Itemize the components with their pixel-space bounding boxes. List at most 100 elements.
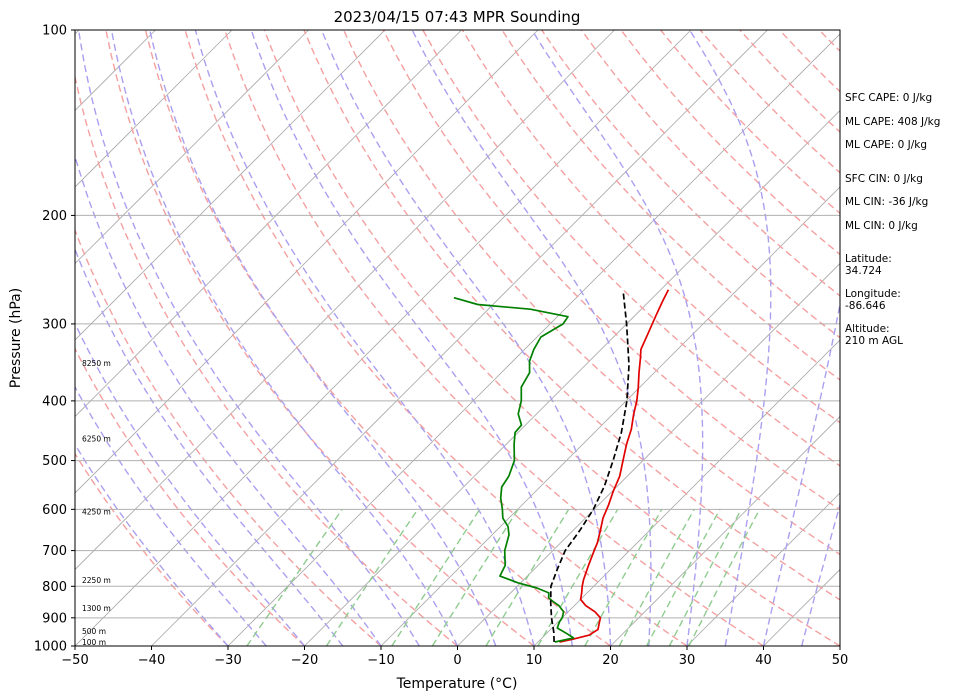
mixing-ratio-line xyxy=(246,508,343,646)
y-tick-label: 300 xyxy=(42,317,67,332)
y-tick-label: 100 xyxy=(42,24,67,39)
y-tick-label: 700 xyxy=(42,544,67,559)
y-tick-label: 200 xyxy=(42,209,67,224)
dry-adiabat-line xyxy=(263,30,840,646)
x-tick-label: −20 xyxy=(291,653,318,668)
temperature-line xyxy=(559,289,670,643)
dry-adiabat-line xyxy=(303,30,840,601)
moist-adiabat-line xyxy=(75,153,382,646)
moist-adiabat-line xyxy=(75,443,229,646)
moist-adiabat-line xyxy=(149,30,497,646)
isotherm-line xyxy=(380,186,840,646)
dry-adiabat-line xyxy=(224,30,764,646)
x-tick-label: 10 xyxy=(526,653,543,668)
isotherm-line xyxy=(686,492,840,646)
height-label: 6250 m xyxy=(82,434,111,443)
x-tick-label: −50 xyxy=(61,653,88,668)
ml-cin-text: ML CIN: -36 J/kg xyxy=(845,196,929,208)
chart-title: 2023/04/15 07:43 MPR Sounding xyxy=(334,8,581,26)
isotherm-line xyxy=(610,415,840,646)
isotherm-line xyxy=(75,30,462,418)
moist-adiabat-line xyxy=(801,502,840,646)
height-label: 8250 m xyxy=(82,359,111,368)
dry-adiabat-line xyxy=(75,228,382,646)
moist-adiabat-line xyxy=(75,321,306,646)
height-label: 2250 m xyxy=(82,576,111,585)
height-label: 4250 m xyxy=(82,508,111,517)
altitude-label: Altitude: xyxy=(845,323,890,335)
y-tick-label: 400 xyxy=(42,394,67,409)
sfc-cape-text: SFC CAPE: 0 J/kg xyxy=(845,92,933,104)
moist-adiabat-line xyxy=(762,300,840,646)
moist-adiabat-line xyxy=(75,385,267,646)
ml-cape-text-2: ML CAPE: 0 J/kg xyxy=(845,139,928,151)
x-tick-label: 20 xyxy=(602,653,619,668)
moist-adiabat-line xyxy=(75,247,344,646)
x-tick-label: 50 xyxy=(832,653,849,668)
dry-adiabat-line xyxy=(75,73,458,646)
moist-adiabat-line xyxy=(689,30,772,646)
latitude-label: Latitude: xyxy=(845,253,892,265)
y-tick-label: 500 xyxy=(42,454,67,469)
x-tick-label: 40 xyxy=(755,653,772,668)
isotherm-line xyxy=(75,30,233,188)
sounding-stats-panel: SFC CAPE: 0 J/kg ML CAPE: 408 J/kg ML CA… xyxy=(845,92,953,358)
isotherm-line xyxy=(0,30,3,646)
x-axis-label: Temperature (°C) xyxy=(396,676,518,692)
sfc-cin-text: SFC CIN: 0 J/kg xyxy=(845,172,923,185)
dry-adiabat-line xyxy=(342,30,840,556)
isotherm-line xyxy=(457,262,840,646)
isotherm-line xyxy=(75,30,539,494)
dry-adiabat-line xyxy=(75,452,229,646)
dry-adiabat-line xyxy=(422,30,840,467)
moist-adiabat-line xyxy=(411,30,652,646)
mixing-ratio-line xyxy=(391,508,481,646)
isotherm-line xyxy=(151,30,768,646)
dry-adiabat-line xyxy=(184,30,688,646)
isotherm-line xyxy=(75,30,386,341)
dry-adiabat-line xyxy=(105,30,535,646)
latitude-value: 34.724 xyxy=(845,265,882,277)
isotherm-line xyxy=(227,33,840,646)
dry-adiabat-line xyxy=(75,347,305,646)
x-tick-label: −30 xyxy=(214,653,241,668)
ml-cape-text: ML CAPE: 408 J/kg xyxy=(845,115,941,128)
dry-adiabat-line xyxy=(501,30,840,381)
y-axis: 100 200 300 400 500 600 700 800 900 1000 xyxy=(34,24,75,655)
dry-adiabat-line xyxy=(580,30,840,297)
dry-adiabat-line xyxy=(382,30,840,511)
data-lines xyxy=(453,289,670,643)
plot-frame xyxy=(74,29,841,647)
y-axis-label: Pressure (hPa) xyxy=(8,288,24,388)
dewpoint-line xyxy=(453,296,575,643)
height-label: 500 m xyxy=(82,627,106,636)
height-label: 1300 m xyxy=(82,604,111,613)
longitude-value: -86.646 xyxy=(845,300,886,312)
isotherm-line xyxy=(75,30,309,265)
height-labels: 100 m 500 m 1300 m 2250 m 4250 m 6250 m 8250 m xyxy=(82,359,111,647)
moist-adiabat-line xyxy=(250,30,573,646)
isotherm-line xyxy=(75,30,615,571)
isotherm-line xyxy=(304,109,840,646)
x-axis: −50 −40 −30 −20 −10 0 10 20 30 40 50 xyxy=(61,646,848,668)
longitude-label: Longitude: xyxy=(845,288,901,300)
dry-adiabat-line xyxy=(144,30,611,646)
moist-adiabat-line xyxy=(531,30,704,646)
moist-adiabat-line xyxy=(110,30,459,646)
background-lines xyxy=(0,30,840,646)
latitude-block: Latitude: 34.724 xyxy=(845,253,953,277)
x-tick-label: 0 xyxy=(453,653,461,668)
pressure-gridlines xyxy=(75,214,840,619)
y-tick-label: 600 xyxy=(42,503,67,518)
moist-adiabat-line xyxy=(194,30,535,646)
mixing-ratio-line xyxy=(485,508,570,646)
altitude-block: Altitude: 210 m AGL xyxy=(845,323,953,347)
dry-adiabat-line xyxy=(461,30,840,424)
x-tick-label: −40 xyxy=(138,653,165,668)
y-tick-label: 800 xyxy=(42,580,67,595)
altitude-value: 210 m AGL xyxy=(845,335,903,347)
moist-adiabat-line xyxy=(77,30,420,646)
isotherm-line xyxy=(533,339,840,646)
parcel-path-line xyxy=(549,290,630,643)
